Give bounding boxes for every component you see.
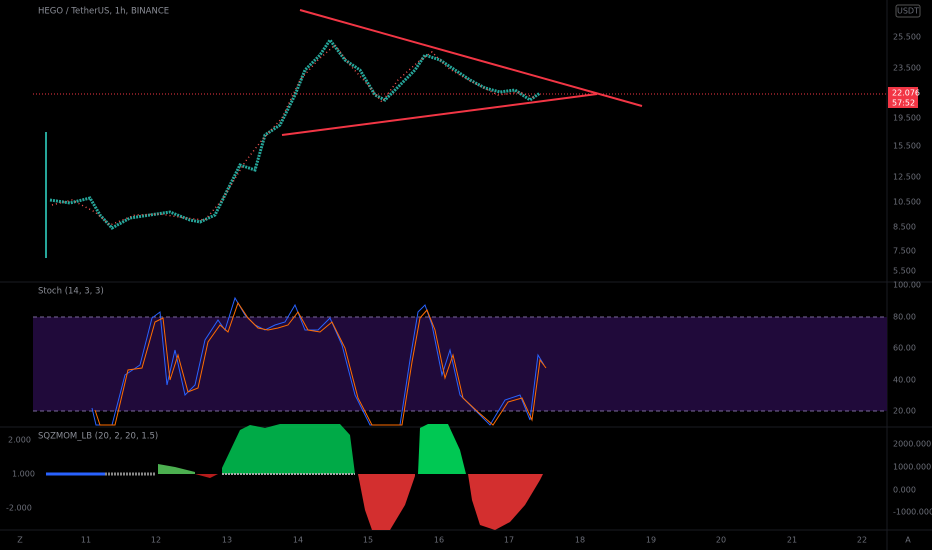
squeeze-title: SQZMOM_LB (20, 2, 20, 1.5) <box>38 432 158 442</box>
time-label: 12 <box>151 536 161 545</box>
axis-label: 15.500 <box>893 142 921 151</box>
axis-label: 80.00 <box>893 313 916 322</box>
axis-label: 8.500 <box>893 223 916 232</box>
axis-label: 2000.000 <box>893 440 931 449</box>
price-axis: 25.500 23.500 19.500 15.500 12.500 10.50… <box>893 33 921 276</box>
histogram-up <box>418 424 466 474</box>
axis-label: 20.00 <box>893 407 916 416</box>
candles <box>49 37 541 230</box>
axis-label: 0.000 <box>893 486 916 495</box>
time-label: 17 <box>504 536 514 545</box>
histogram-up <box>158 464 195 474</box>
axis-label: 23.500 <box>893 64 921 73</box>
auto-button[interactable]: A <box>905 536 911 545</box>
axis-label: 7.500 <box>893 247 916 256</box>
time-axis: 11 12 13 14 15 16 17 18 19 20 21 22 <box>81 536 867 545</box>
histogram-down <box>468 474 543 530</box>
histogram-down <box>195 474 218 478</box>
time-label: 11 <box>81 536 91 545</box>
stoch-d <box>94 301 547 426</box>
countdown: 57:52 <box>892 99 915 108</box>
axis-label: 19.500 <box>893 114 921 123</box>
symbol-title: HEGO / TetherUS, 1h, BINANCE <box>38 7 169 17</box>
time-label: 13 <box>222 536 232 545</box>
time-label: 20 <box>716 536 726 545</box>
axis-label: 25.500 <box>893 33 921 42</box>
time-label: 19 <box>646 536 656 545</box>
trend-line <box>281 93 598 136</box>
axis-label: -2.000 <box>6 504 32 513</box>
axis-label: 10.500 <box>893 198 921 207</box>
squeeze-axis: 2.000 1.000 -2.000 2000.000 1000.000 0.0… <box>6 436 932 517</box>
axis-label: 1.000 <box>12 470 35 479</box>
time-label: 14 <box>293 536 303 545</box>
currency-label: USDT <box>897 7 919 16</box>
price-badge <box>888 87 918 108</box>
axis-label: 40.00 <box>893 376 916 385</box>
currency-button[interactable] <box>895 4 921 18</box>
axis-label: 1000.000 <box>893 463 931 472</box>
histogram-up <box>222 424 355 474</box>
trend-line <box>299 9 643 107</box>
stoch-band <box>33 317 887 411</box>
zoom-button[interactable]: Z <box>17 536 23 545</box>
axis-label: 12.500 <box>893 173 921 182</box>
candles-red <box>51 43 536 226</box>
time-label: 16 <box>434 536 444 545</box>
last-price: 22.076 <box>892 89 920 98</box>
time-label: 18 <box>575 536 585 545</box>
time-label: 21 <box>787 536 797 545</box>
time-label: 15 <box>363 536 373 545</box>
axis-label: 100.00 <box>893 281 921 290</box>
axis-label: -1000.000 <box>893 508 932 517</box>
axis-label: 5.500 <box>893 267 916 276</box>
time-label: 22 <box>857 536 867 545</box>
axis-label: 60.00 <box>893 344 916 353</box>
stoch-title: Stoch (14, 3, 3) <box>38 287 104 297</box>
histogram-down <box>358 474 415 530</box>
axis-label: 2.000 <box>8 436 31 445</box>
stoch-axis: 100.00 80.00 60.00 40.00 20.00 <box>893 281 921 416</box>
